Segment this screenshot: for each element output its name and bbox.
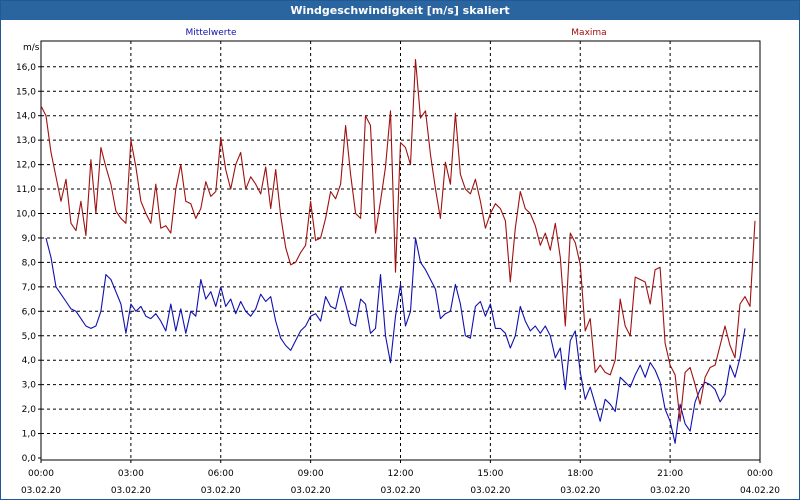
- x-tick-time-label: 00:00: [747, 469, 773, 479]
- series-line-mittelwerte: [45, 237, 746, 444]
- y-tick-label: 9,0: [22, 234, 37, 244]
- x-tick-time-label: 09:00: [298, 469, 324, 479]
- y-tick-label: 5,0: [22, 332, 37, 342]
- y-tick-label: 13,0: [16, 136, 36, 146]
- window-title: Windgeschwindigkeit [m/s] skaliert: [1, 1, 799, 20]
- x-tick-time-label: 15:00: [477, 469, 503, 479]
- series-lines: [40, 58, 756, 444]
- x-tick-date-label: 03.02.20: [201, 486, 241, 496]
- series-line-maxima: [40, 58, 756, 422]
- y-tick-label: 12,0: [16, 161, 36, 171]
- y-tick-label: 16,0: [16, 63, 36, 73]
- y-tick-label: 8,0: [22, 258, 37, 268]
- x-tick-date-label: 03.02.20: [111, 486, 151, 496]
- x-tick-date-label: 03.02.20: [650, 486, 690, 496]
- x-tick-date-label: 03.02.20: [291, 486, 331, 496]
- x-tick-time-label: 00:00: [28, 469, 54, 479]
- y-tick-label: 2,0: [22, 405, 37, 415]
- y-axis-unit-label: m/s: [23, 43, 40, 53]
- y-tick-label: 10,0: [16, 210, 36, 220]
- x-tick-date-label: 03.02.20: [560, 486, 600, 496]
- x-axis-ticks: 00:00 03.02.20 03:00 03.02.20 06:00 03.02.20 0…: [21, 460, 780, 496]
- x-tick-date-label: 04.02.20: [740, 486, 780, 496]
- y-tick-label: 7,0: [22, 283, 37, 293]
- x-tick-time-label: 12:00: [388, 469, 414, 479]
- y-tick-label: 6,0: [22, 307, 37, 317]
- x-tick-time-label: 03:00: [118, 469, 144, 479]
- grid-lines: [41, 41, 760, 460]
- y-tick-label: 11,0: [16, 185, 36, 195]
- x-tick-date-label: 03.02.20: [21, 486, 61, 496]
- x-tick-date-label: 03.02.20: [470, 486, 510, 496]
- y-axis-ticks: 0,0 1,0 2,0 3,0 4,0 5,0 6,0 7,0 8,0 9,0 10,0 11,0 12…: [16, 63, 41, 464]
- x-tick-time-label: 18:00: [567, 469, 593, 479]
- y-tick-label: 15,0: [16, 87, 36, 97]
- x-tick-time-label: 06:00: [208, 469, 234, 479]
- y-tick-label: 1,0: [22, 430, 37, 440]
- x-tick-time-label: 21:00: [657, 469, 683, 479]
- y-tick-label: 4,0: [22, 356, 37, 366]
- x-tick-date-label: 03.02.20: [380, 486, 420, 496]
- y-tick-label: 3,0: [22, 381, 37, 391]
- y-tick-label: 0,0: [22, 454, 37, 464]
- legend-mittelwerte: Mittelwerte: [185, 28, 236, 38]
- legend-maxima: Maxima: [571, 28, 606, 38]
- y-tick-label: 14,0: [16, 112, 36, 122]
